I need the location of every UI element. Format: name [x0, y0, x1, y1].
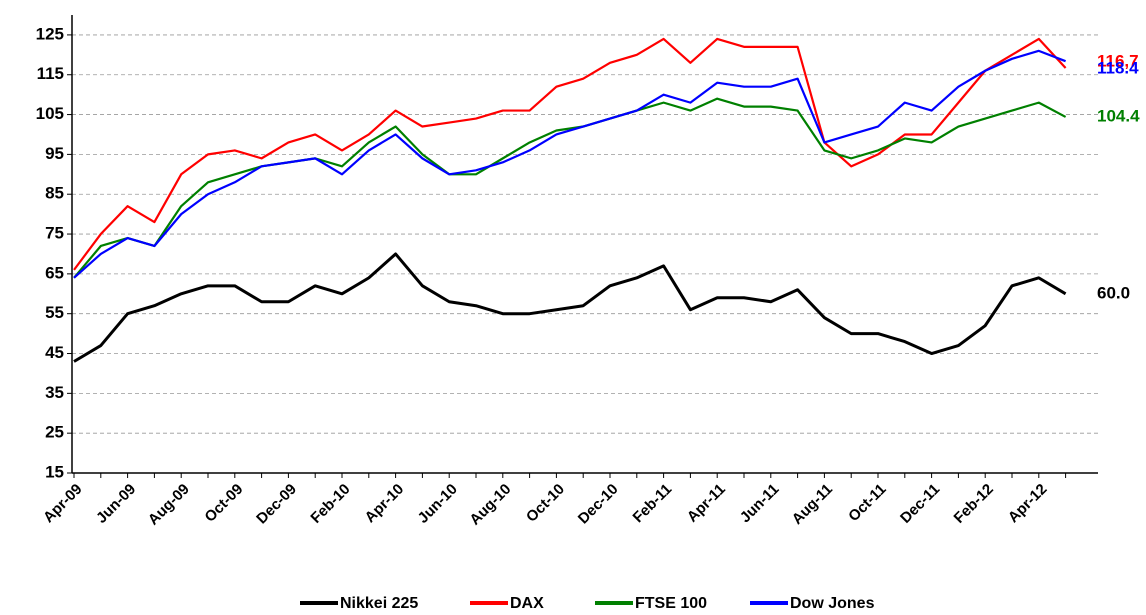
end-label: 104.4 — [1097, 106, 1140, 125]
y-tick-label: 95 — [45, 144, 64, 163]
x-tick-label: Apr-12 — [1005, 481, 1051, 527]
legend-label: Dow Jones — [790, 595, 875, 612]
legend-label: FTSE 100 — [635, 595, 707, 612]
y-tick-label: 35 — [45, 383, 64, 402]
x-tick-label: Jun-09 — [93, 481, 139, 527]
x-tick-label: Aug-11 — [789, 481, 836, 528]
x-tick-label: Feb-12 — [951, 481, 997, 527]
x-tick-label: Apr-10 — [362, 481, 408, 527]
y-tick-label: 85 — [45, 184, 64, 203]
y-tick-label: 65 — [45, 263, 64, 282]
x-tick-label: Feb-11 — [630, 481, 676, 527]
series-line — [73, 37, 1067, 271]
x-tick-label: Apr-11 — [684, 481, 729, 526]
series-line — [73, 97, 1067, 279]
y-tick-label: 75 — [45, 224, 64, 243]
x-tick-label: Aug-10 — [466, 481, 514, 529]
end-label: 60.0 — [1097, 283, 1130, 302]
series-line — [73, 252, 1067, 363]
y-tick-label: 55 — [45, 303, 64, 322]
x-tick-label: Apr-09 — [40, 481, 86, 527]
legend-label: Nikkei 225 — [340, 595, 418, 612]
legend-label: DAX — [510, 595, 544, 612]
x-tick-label: Dec-09 — [253, 481, 300, 528]
x-tick-label: Dec-11 — [897, 481, 943, 527]
y-tick-label: 105 — [36, 104, 64, 123]
x-tick-label: Feb-10 — [307, 481, 353, 527]
y-tick-label: 125 — [36, 24, 64, 43]
x-tick-label: Jun-10 — [415, 481, 461, 527]
y-tick-label: 15 — [45, 462, 64, 481]
end-label: 118.4 — [1097, 59, 1139, 78]
x-tick-label: Oct-09 — [201, 481, 246, 526]
x-tick-label: Oct-11 — [845, 481, 889, 525]
x-tick-label: Oct-10 — [523, 481, 568, 526]
y-tick-label: 25 — [45, 423, 64, 442]
x-tick-label: Jun-11 — [737, 481, 783, 527]
y-tick-label: 45 — [45, 343, 64, 362]
series-line — [73, 49, 1066, 279]
y-tick-label: 115 — [37, 64, 64, 83]
end-label: 116,7 — [1097, 51, 1139, 70]
x-tick-label: Aug-09 — [145, 481, 193, 529]
x-tick-label: Dec-10 — [575, 481, 622, 528]
